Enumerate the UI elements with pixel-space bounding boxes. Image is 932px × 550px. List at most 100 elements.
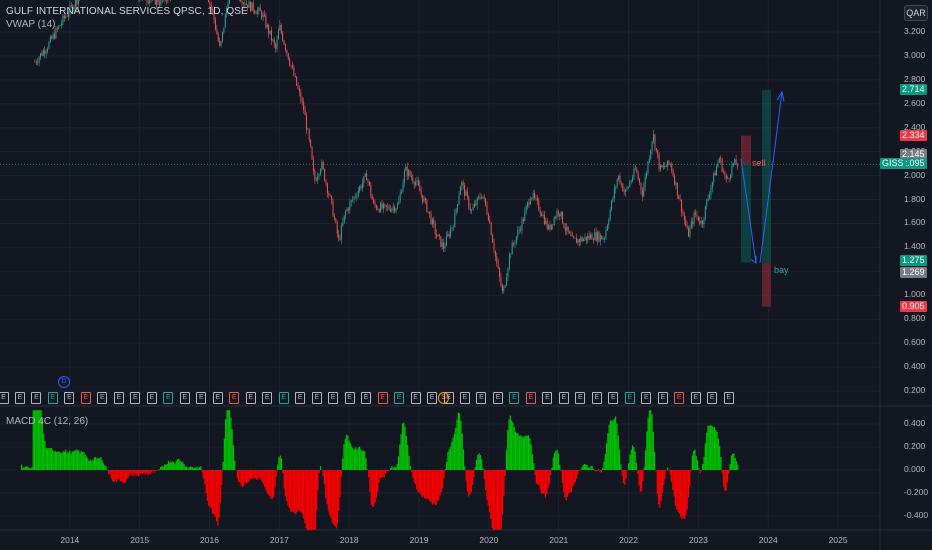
earnings-event-icon[interactable]: E bbox=[394, 392, 405, 404]
macd-bar bbox=[631, 445, 634, 470]
earnings-event-icon[interactable]: E bbox=[163, 392, 174, 404]
earnings-event-icon[interactable]: E bbox=[328, 392, 339, 404]
candle-body bbox=[216, 29, 218, 35]
macd-bar bbox=[374, 470, 376, 503]
earnings-event-icon[interactable]: E bbox=[608, 392, 619, 404]
macd-bar bbox=[615, 416, 617, 470]
earnings-event-icon[interactable]: E bbox=[47, 392, 58, 404]
earnings-event-icon[interactable]: E bbox=[146, 392, 157, 404]
macd-bar bbox=[141, 470, 144, 475]
macd-indicator-label[interactable]: MACD 4C (12, 26) bbox=[6, 416, 89, 427]
split-event-icon[interactable]: S bbox=[438, 392, 449, 404]
macd-bar bbox=[114, 470, 116, 481]
vwap-indicator-label[interactable]: VWAP (14) bbox=[6, 19, 56, 30]
candle-body bbox=[478, 196, 480, 198]
earnings-event-icon[interactable]: E bbox=[14, 392, 25, 404]
earnings-event-icon[interactable]: E bbox=[492, 392, 503, 404]
earnings-event-icon[interactable]: E bbox=[509, 392, 520, 404]
earnings-event-icon[interactable]: E bbox=[542, 392, 553, 404]
candle-body bbox=[534, 192, 536, 198]
earnings-event-icon[interactable]: E bbox=[690, 392, 701, 404]
candle-body bbox=[485, 198, 487, 206]
earnings-event-icon[interactable]: E bbox=[179, 392, 190, 404]
candle-body bbox=[664, 165, 666, 168]
earnings-event-icon[interactable]: E bbox=[245, 392, 256, 404]
earnings-event-icon[interactable]: E bbox=[476, 392, 487, 404]
earnings-event-icon[interactable]: E bbox=[295, 392, 306, 404]
earnings-event-icon[interactable]: E bbox=[64, 392, 75, 404]
candle-body bbox=[734, 159, 736, 164]
earnings-event-icon[interactable]: E bbox=[311, 392, 322, 404]
candle-body bbox=[388, 206, 390, 210]
macd-bar bbox=[534, 470, 536, 476]
earnings-event-icon[interactable]: E bbox=[591, 392, 602, 404]
macd-bar bbox=[206, 470, 209, 501]
macd-bar bbox=[110, 470, 112, 479]
buy-arrow-head bbox=[776, 90, 785, 102]
earnings-event-icon[interactable]: E bbox=[344, 392, 355, 404]
candle-body bbox=[556, 211, 558, 218]
earnings-event-icon[interactable]: E bbox=[97, 392, 108, 404]
candle-body bbox=[294, 75, 296, 77]
candle-body bbox=[469, 207, 471, 211]
earnings-event-icon[interactable]: E bbox=[525, 392, 536, 404]
macd-bar bbox=[322, 470, 324, 477]
earnings-event-icon[interactable]: E bbox=[196, 392, 207, 404]
earnings-event-icon[interactable]: E bbox=[657, 392, 668, 404]
currency-button[interactable]: QAR bbox=[904, 5, 928, 21]
macd-bar bbox=[444, 469, 446, 470]
macd-bar bbox=[205, 470, 207, 493]
candle-body bbox=[557, 211, 559, 214]
earnings-event-icon[interactable]: E bbox=[80, 392, 91, 404]
macd-bar bbox=[509, 415, 511, 470]
earnings-event-icon[interactable]: E bbox=[410, 392, 421, 404]
candle-body bbox=[223, 27, 225, 32]
earnings-event-icon[interactable]: E bbox=[361, 392, 372, 404]
earnings-event-icon[interactable]: E bbox=[113, 392, 124, 404]
candle-body bbox=[364, 173, 366, 177]
macd-bar bbox=[357, 447, 359, 470]
earnings-event-icon[interactable]: E bbox=[130, 392, 141, 404]
candle-body bbox=[690, 221, 692, 228]
macd-bar bbox=[39, 410, 41, 470]
candle-body bbox=[445, 236, 447, 246]
macd-bar bbox=[71, 451, 73, 470]
macd-bar bbox=[468, 470, 470, 497]
earnings-event-icon[interactable]: E bbox=[558, 392, 569, 404]
macd-bar bbox=[501, 470, 504, 515]
candle-body bbox=[426, 199, 428, 212]
macd-bar bbox=[91, 460, 93, 470]
macd-bar bbox=[412, 470, 414, 478]
earnings-event-icon[interactable]: E bbox=[229, 392, 240, 404]
earnings-event-icon[interactable]: E bbox=[460, 392, 470, 404]
candle-body bbox=[608, 220, 610, 226]
price-tag: 1.269 bbox=[900, 266, 927, 278]
earnings-event-icon[interactable]: E bbox=[427, 392, 438, 404]
macd-bar bbox=[304, 470, 306, 524]
candle-body bbox=[303, 102, 305, 111]
macd-bar bbox=[633, 446, 635, 470]
candle-body bbox=[276, 39, 278, 49]
earnings-event-icon[interactable]: E bbox=[674, 392, 685, 404]
earnings-event-icon[interactable]: E bbox=[212, 392, 223, 404]
earnings-event-icon[interactable]: E bbox=[641, 392, 652, 404]
macd-bar bbox=[95, 456, 97, 470]
earnings-event-icon[interactable]: E bbox=[31, 392, 42, 404]
candle-body bbox=[626, 187, 628, 190]
candle-body bbox=[471, 209, 473, 211]
earnings-event-icon[interactable]: E bbox=[377, 392, 388, 404]
macd-bar bbox=[694, 449, 696, 470]
earnings-event-icon[interactable]: E bbox=[278, 392, 289, 404]
macd-bar bbox=[711, 425, 713, 470]
earnings-event-icon[interactable]: E bbox=[0, 392, 9, 404]
earnings-event-icon[interactable]: E bbox=[624, 392, 635, 404]
macd-bar bbox=[288, 470, 290, 509]
earnings-event-icon[interactable]: E bbox=[262, 392, 273, 404]
earnings-event-icon[interactable]: E bbox=[575, 392, 586, 404]
earnings-event-icon[interactable]: E bbox=[707, 392, 718, 404]
macd-bar bbox=[500, 470, 502, 529]
earnings-event-icon[interactable]: E bbox=[723, 392, 734, 404]
macd-bar bbox=[331, 470, 333, 523]
dividend-event-icon[interactable]: D bbox=[58, 376, 70, 388]
